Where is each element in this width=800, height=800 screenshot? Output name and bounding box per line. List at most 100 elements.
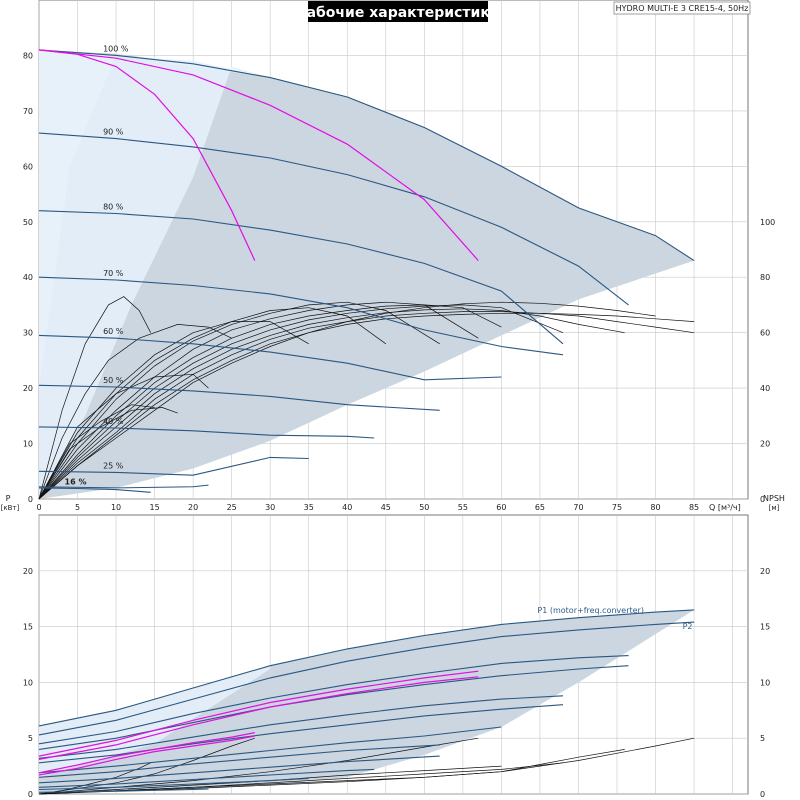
- x-tick-label: 15: [150, 503, 160, 512]
- efficiency-curve: [38, 732, 255, 774]
- speed-curve: [38, 655, 629, 745]
- system-curve: [38, 749, 625, 795]
- model-label: HYDRO MULTI-E 3 CRE15-4, 50Hz: [616, 4, 749, 13]
- y-axis-unit-left: [кВт]: [1, 504, 20, 512]
- system-curve: [38, 301, 479, 500]
- system-curve: [38, 737, 255, 795]
- speed-curve: [38, 334, 502, 381]
- x-tick-label: 0: [36, 503, 41, 512]
- y-tick-label: 40: [23, 273, 33, 282]
- y-tick-label: 20: [23, 567, 33, 576]
- speed-curve: [38, 744, 440, 778]
- speed-curve: [38, 726, 502, 774]
- y-tick-label: 0: [28, 495, 33, 504]
- system-curve: [38, 407, 178, 500]
- x-tick-label: 75: [612, 503, 622, 512]
- speed-curve-label: 40 %: [103, 417, 124, 426]
- x-tick-label: 10: [111, 503, 121, 512]
- speed-curve: [38, 426, 375, 439]
- y-tick-label: 10: [23, 440, 33, 449]
- speed-curve: [38, 384, 440, 411]
- y-tick-label: 70: [23, 107, 33, 116]
- y-tick-label: 0: [28, 790, 33, 799]
- speed-curve-label: 80 %: [103, 202, 124, 211]
- x-tick-label: 55: [458, 503, 468, 512]
- speed-curve: [38, 788, 209, 793]
- x-tick-label: 20: [188, 503, 198, 512]
- system-curve: [38, 304, 564, 500]
- speed-curve-label: 60 %: [103, 327, 124, 336]
- model-box: [613, 1, 751, 15]
- x-tick-label: 40: [342, 503, 352, 512]
- system-curve: [38, 311, 695, 500]
- efficiency-curve: [38, 670, 479, 757]
- system-curve: [38, 321, 309, 500]
- series-label: P2: [683, 622, 693, 631]
- system-curve: [38, 304, 502, 500]
- x-tick-label: 30: [265, 503, 275, 512]
- operating-range-area: [39, 49, 695, 500]
- speed-curve: [38, 276, 564, 356]
- x-tick-label: 25: [227, 503, 237, 512]
- speed-curve-label: 100 %: [103, 44, 129, 53]
- y-axis-title-left: P: [6, 494, 11, 503]
- light-range-area: [39, 49, 271, 389]
- y-tick-label: 60: [23, 162, 33, 171]
- speed-curve: [38, 621, 695, 736]
- y-tick-label-right: 60: [760, 329, 770, 338]
- speed-curve: [38, 456, 309, 476]
- speed-curve: [38, 777, 309, 791]
- y-tick-label-right: 0: [760, 790, 765, 799]
- efficiency-curve: [38, 735, 255, 776]
- efficiency-curve: [38, 49, 479, 261]
- y-tick-label-right: 10: [760, 678, 770, 687]
- x-tick-label: 45: [381, 503, 391, 512]
- head-flow-panel: 100 % 90 % 80 % 70 % 60 % 50 % 40 % 25 % 16 % 0 10…: [23, 0, 775, 512]
- x-tick-label: 35: [304, 503, 314, 512]
- y-tick-label: 5: [28, 734, 33, 743]
- speed-curve: [38, 768, 375, 788]
- efficiency-curve: [38, 676, 479, 760]
- y-tick-label-right: 5: [760, 734, 765, 743]
- speed-curve: [38, 210, 564, 345]
- y-tick-label-right: 20: [760, 567, 770, 576]
- speed-curve: [38, 49, 695, 262]
- x-axis-label: Q [м³/ч]: [709, 503, 741, 512]
- operating-range-area: [39, 609, 695, 794]
- system-curve: [38, 301, 440, 500]
- y-tick-label: 80: [23, 51, 33, 60]
- y-tick-label-right: 20: [760, 440, 770, 449]
- series-label: P1 (motor+freq.converter): [537, 606, 644, 615]
- x-tick-label: 60: [496, 503, 506, 512]
- y-tick-label: 15: [23, 623, 33, 632]
- y-axis-unit-right: [м]: [769, 504, 780, 512]
- speed-curve: [38, 609, 695, 727]
- x-tick-label: 65: [535, 503, 545, 512]
- y-tick-label-right: 15: [760, 623, 770, 632]
- y-tick-label: 20: [23, 384, 33, 393]
- x-tick-label: 80: [650, 503, 660, 512]
- speed-curve: [38, 487, 151, 493]
- speed-curve: [38, 704, 564, 764]
- power-flow-panel: P1 (motor+freq.converter)P20510152005101…: [1, 494, 785, 799]
- x-tick-label: 5: [75, 503, 80, 512]
- speed-curve-label: 16 %: [65, 477, 87, 486]
- y-tick-label: 30: [23, 329, 33, 338]
- system-curve: [38, 324, 232, 500]
- system-curve: [38, 301, 656, 500]
- speed-curve-label: 70 %: [103, 269, 124, 278]
- y-tick-label: 50: [23, 218, 33, 227]
- speed-curve: [38, 695, 564, 759]
- y-tick-label: 10: [23, 678, 33, 687]
- x-tick-label: 70: [573, 503, 583, 512]
- speed-curve: [38, 484, 209, 489]
- speed-curve-label: 90 %: [103, 128, 124, 137]
- system-curve: [38, 307, 387, 500]
- system-curve: [38, 373, 209, 500]
- x-tick-label: 85: [689, 503, 699, 512]
- system-curve: [38, 296, 152, 500]
- y-tick-label-right: 80: [760, 273, 770, 282]
- y-tick-label-right: 100: [760, 218, 775, 227]
- y-axis-title-right: NPSH: [763, 494, 785, 503]
